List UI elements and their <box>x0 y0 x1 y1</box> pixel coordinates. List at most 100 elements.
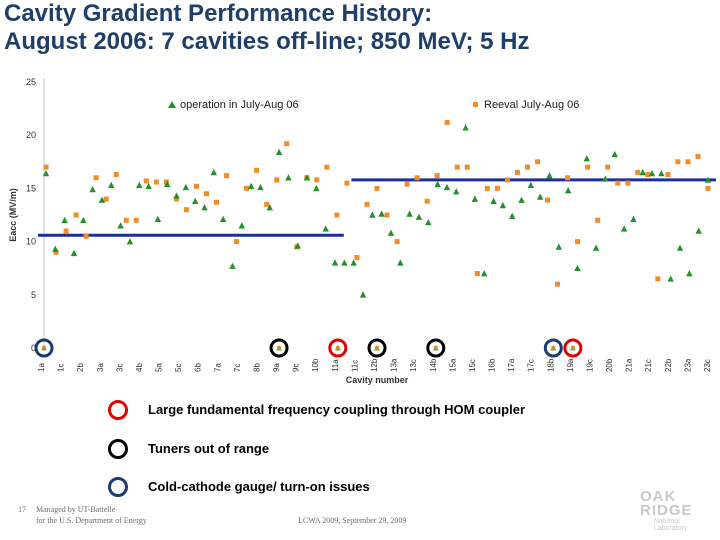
x-tick-label: 12b <box>370 358 379 372</box>
x-tick-label: 11a <box>331 359 340 372</box>
reeval-square-point <box>424 198 430 204</box>
operation-triangle-point <box>425 218 432 226</box>
operation-triangle-point <box>648 170 656 177</box>
operation-triangle-point <box>229 262 236 269</box>
offline-zero-square <box>277 346 282 350</box>
x-tick-label: 8b <box>252 363 261 372</box>
operation-triangle-point <box>369 211 376 218</box>
reeval-square-point <box>163 179 169 185</box>
operation-triangle-point <box>490 197 497 204</box>
operation-triangle-point <box>89 185 96 193</box>
x-tick-label: 21a <box>625 358 634 372</box>
operation-triangle-point <box>219 215 227 223</box>
offline-cavity-marker <box>328 338 348 358</box>
operation-triangle-point <box>201 204 208 211</box>
operation-triangle-point <box>555 243 563 250</box>
operation-triangle-point <box>536 193 544 200</box>
reeval-square-point <box>143 178 149 184</box>
operation-triangle-point <box>471 195 479 202</box>
x-tick-label: 14b <box>429 358 438 372</box>
reeval-square-point <box>635 169 641 175</box>
operation-triangle-point <box>611 150 618 158</box>
x-tick-label: 5a <box>155 363 164 372</box>
operation-triangle-point <box>443 183 451 191</box>
y-tick-label: 10 <box>26 237 36 247</box>
y-tick-label: 20 <box>26 130 36 140</box>
blue-ring-icon <box>108 477 128 497</box>
reeval-square-point <box>474 271 480 277</box>
reeval-square-point <box>224 173 230 179</box>
operation-triangle-point <box>52 245 59 252</box>
reeval-square-point <box>555 281 561 287</box>
offline-cavity-marker <box>563 338 583 358</box>
reeval-square-point <box>444 119 450 125</box>
x-tick-label: 23a <box>683 358 692 372</box>
reeval-square-point <box>83 233 89 239</box>
reeval-square-point <box>103 196 109 202</box>
footer-managed-line-2: for the U.S. Department of Energy <box>36 516 147 525</box>
operation-triangle-point <box>145 182 152 190</box>
reeval-square-point <box>254 167 260 173</box>
y-axis-label: Eacc (MV/m) <box>8 188 18 242</box>
red-ring-icon <box>108 400 128 420</box>
reeval-square-point <box>484 185 490 191</box>
operation-triangle-point <box>508 212 516 219</box>
operation-triangle-point <box>602 175 609 182</box>
reeval-square-point <box>113 172 119 178</box>
operation-triangle-point <box>210 168 218 176</box>
offline-cavity-marker <box>34 338 54 358</box>
x-tick-label: 15a <box>448 358 457 372</box>
operation-triangle-point <box>238 222 246 229</box>
y-tick-label: 25 <box>26 77 36 87</box>
operation-triangle-point <box>191 197 199 204</box>
x-tick-label: 10b <box>311 358 320 372</box>
offline-zero-square <box>375 346 379 350</box>
reeval-square-point <box>153 179 159 185</box>
legend-text: Large fundamental frequency coupling thr… <box>148 402 526 417</box>
reeval-square-point <box>384 212 390 218</box>
operation-triangle-point <box>453 188 460 195</box>
x-tick-label: 4b <box>135 363 144 372</box>
reeval-square-point <box>615 180 621 186</box>
offline-zero-square <box>42 346 46 350</box>
operation-triangle-point <box>247 182 255 190</box>
operation-triangle-point <box>285 174 292 181</box>
operation-triangle-point <box>397 259 404 266</box>
operation-triangle-point <box>98 196 106 203</box>
reeval-square-point <box>364 201 370 207</box>
operation-triangle-point <box>70 249 78 257</box>
operation-triangle-point <box>257 183 264 191</box>
reeval-square-point <box>183 207 189 213</box>
reeval-square-point <box>454 164 460 170</box>
reeval-square-point <box>605 164 611 170</box>
x-tick-label: 9c <box>292 364 301 372</box>
reeval-square-point <box>494 185 500 191</box>
offline-cavity-marker <box>269 338 289 358</box>
operation-triangle-point <box>164 180 171 187</box>
operation-triangle-point <box>462 124 469 131</box>
reeval-square-point <box>214 199 220 205</box>
x-tick-label: 5c <box>174 364 183 372</box>
operation-triangle-point <box>686 270 693 277</box>
reeval-square-point <box>244 185 250 191</box>
operation-triangle-point <box>359 291 367 298</box>
offline-cavity-marker <box>367 338 387 358</box>
x-tick-label: 6b <box>194 363 203 372</box>
x-tick-label: 7a <box>213 363 222 372</box>
oak-ridge-logo: OAK RIDGE National Laboratory <box>630 488 708 532</box>
x-tick-label: 9a <box>272 363 281 372</box>
operation-triangle-point <box>574 264 581 271</box>
x-tick-label: 21c <box>644 359 653 372</box>
logo-text-line-2: RIDGE <box>640 502 693 519</box>
reeval-square-point <box>374 185 380 191</box>
reeval-square-point <box>565 175 571 181</box>
reeval-square-point <box>534 159 540 165</box>
reeval-square-point <box>675 159 681 165</box>
reeval-square-point <box>344 180 350 186</box>
x-tick-label: 2b <box>76 363 85 372</box>
footer-event: LCWA 2009, September 29, 2009 <box>298 516 407 525</box>
operation-triangle-point <box>583 155 590 162</box>
operation-triangle-point <box>695 227 702 234</box>
x-tick-label: 13a <box>390 358 399 372</box>
operation-triangle-point <box>499 201 507 209</box>
